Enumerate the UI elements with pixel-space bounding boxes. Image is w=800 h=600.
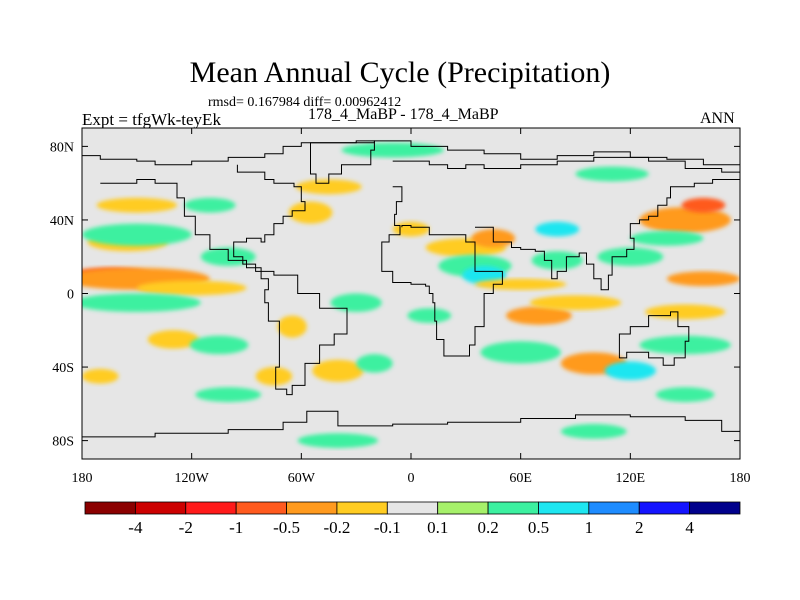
season-label: ANN [700,110,735,127]
anomaly-patch [82,368,119,384]
anomaly-patch [535,221,580,237]
anomaly-patch [147,330,199,349]
anomaly-patch [604,361,656,380]
anomaly-patch [644,304,726,320]
anomaly-patch [480,341,561,364]
colorbar-label: 0.2 [477,518,498,537]
colorbar-label: -1 [229,518,243,537]
anomaly-patch [277,315,307,338]
anomaly-patch [295,179,362,195]
colorbar-label: 1 [585,518,594,537]
x-tick-label: 0 [408,471,415,486]
colorbar-swatch [235,501,287,515]
anomaly-patch [666,271,740,287]
y-tick-label: 40N [50,214,74,229]
colorbar-label: -0.5 [273,518,300,537]
colorbar-label: 0.1 [427,518,448,537]
colorbar-label: -4 [128,518,143,537]
colorbar-swatch [286,501,338,515]
colorbar-label: -0.2 [323,518,350,537]
anomaly-field [82,142,740,448]
colorbar-swatch [588,501,640,515]
anomaly-patch [560,424,627,439]
anomaly-patch [341,142,444,158]
anomaly-patch [506,306,572,325]
anomaly-patch [597,247,664,266]
anomaly-patch [575,166,649,182]
coastline-antarctica [82,410,740,438]
anomaly-patch [330,293,382,312]
coastline-arctic-coast [82,140,740,166]
anomaly-patch [639,207,731,233]
axis-ticks: 180 120W 60W 0 60E 120E 180 80N 40N 0 40S 80S [50,128,751,486]
colorbar-swatch [689,501,741,515]
coastline-americas [100,164,348,396]
y-tick-label: 40S [52,361,74,376]
anomaly-patch [474,278,567,290]
anomaly-patch [630,230,704,246]
anomaly-patch [531,251,583,270]
coastline-layer [82,140,740,438]
anomaly-patch [96,197,178,213]
coastline-eurasia-africa [392,156,740,173]
chart-title: Mean Annual Cycle (Precipitation) [189,56,611,89]
coastline-australia [618,311,690,366]
y-tick-label: 0 [67,288,74,303]
colorbar-swatch [84,501,136,515]
y-tick-label: 80N [50,140,74,155]
colorbar-label: 2 [635,518,644,537]
coastline-asia-south [475,175,740,291]
anomaly-patch [189,335,249,355]
anomaly-patch [184,197,236,213]
colorbar: -4 -2 -1 -0.5 -0.2 -0.1 0.1 0.2 0.5 1 2 4 [84,501,741,537]
y-tick-label: 80S [52,435,74,450]
colorbar-swatch [638,501,691,515]
comparison-label: 178_4_MaBP - 178_4_MaBP [308,106,499,123]
experiment-label: Expt = tfgWk-teyEk [82,110,221,129]
x-tick-label: 180 [730,471,751,486]
x-tick-label: 60E [509,471,532,486]
colorbar-swatch [437,501,489,515]
colorbar-label: 4 [685,518,694,537]
coastline-greenland [310,140,375,184]
colorbar-swatch [538,501,590,515]
x-tick-label: 60W [288,471,316,486]
colorbar-swatch [185,501,237,515]
anomaly-patch [312,359,364,382]
anomaly-patch [655,387,715,402]
colorbar-label: -2 [179,518,193,537]
anomaly-patch [288,201,333,224]
anomaly-patch [529,295,622,311]
x-tick-label: 120E [616,471,646,486]
anomaly-patch [297,433,379,448]
x-tick-label: 120W [175,471,210,486]
anomaly-patch [407,308,452,323]
colorbar-swatch [487,501,539,515]
colorbar-label: 0.5 [528,518,549,537]
anomaly-patch [82,293,201,312]
anomaly-patch [195,387,262,402]
anomaly-patch [462,265,507,285]
anomaly-patch [356,354,393,373]
colorbar-label: -0.1 [374,518,401,537]
colorbar-swatch [386,501,439,515]
x-tick-label: 180 [72,471,93,486]
chart-subtitle: rmsd= 0.167984 diff= 0.00962412 [208,95,402,110]
colorbar-swatch [134,501,187,515]
anomaly-patch [82,223,192,246]
anomaly-patch [255,367,293,386]
colorbar-swatch [336,501,388,515]
coastline-europe-africa-west [381,186,503,357]
anomaly-patch [681,197,726,213]
anomaly-patch [136,280,247,296]
